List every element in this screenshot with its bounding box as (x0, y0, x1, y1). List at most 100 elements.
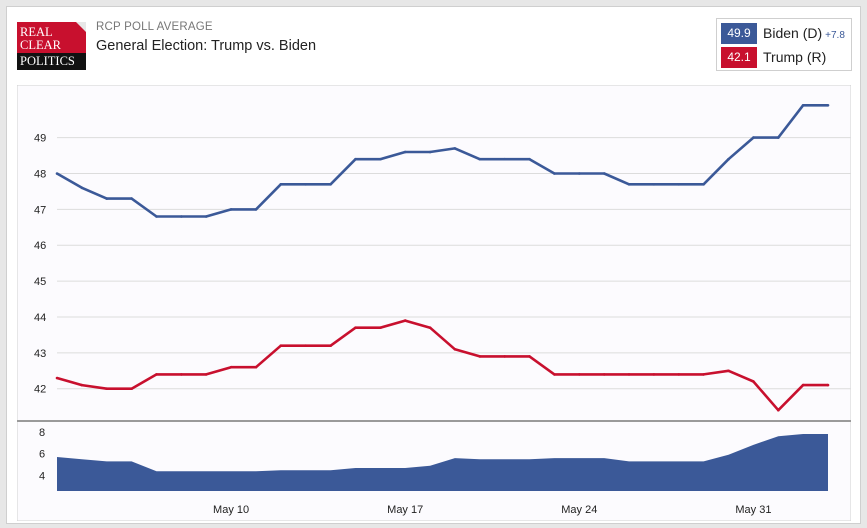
biden-point[interactable] (354, 157, 357, 161)
trump-point[interactable] (379, 326, 382, 329)
trump-point[interactable] (130, 387, 133, 391)
biden-point[interactable] (503, 157, 507, 161)
y-tick-label: 47 (34, 204, 46, 216)
trump-point[interactable] (453, 348, 457, 351)
biden-point[interactable] (403, 150, 407, 154)
biden-point[interactable] (627, 183, 631, 186)
y-tick-label: 46 (34, 240, 46, 252)
biden-line[interactable] (56, 104, 828, 218)
chart-area[interactable]: 42 43 44 45 46 47 48 49 4 6 8 May 10 May 17 May 24 Ma… (16, 84, 852, 522)
y-tick-label: 43 (34, 348, 46, 360)
trump-line[interactable] (56, 319, 828, 412)
x-tick-label: May 17 (387, 504, 423, 516)
spread-y-tick-label: 6 (39, 449, 45, 461)
logo-line-3: POLITICS (17, 53, 86, 70)
trump-point[interactable] (801, 383, 805, 387)
biden-point[interactable] (528, 157, 531, 161)
trump-point[interactable] (528, 355, 531, 358)
biden-point[interactable] (155, 215, 158, 218)
biden-point[interactable] (478, 157, 482, 161)
trump-point[interactable] (578, 373, 581, 376)
y-tick-label: 42 (34, 384, 46, 396)
spread-area[interactable] (57, 434, 828, 491)
trump-point[interactable] (304, 344, 308, 348)
x-tick-label: May 24 (561, 504, 597, 516)
biden-point[interactable] (329, 183, 332, 186)
biden-point[interactable] (777, 136, 780, 139)
trump-point[interactable] (826, 383, 830, 387)
biden-point[interactable] (428, 150, 432, 154)
trump-point[interactable] (180, 373, 183, 376)
trump-point[interactable] (55, 376, 59, 380)
trump-point[interactable] (428, 326, 432, 329)
y-tick-label: 45 (34, 276, 46, 288)
plot-background (16, 84, 852, 522)
trump-point[interactable] (677, 373, 681, 376)
legend: 49.9 Biden (D) +7.8 42.1 Trump (R) (716, 18, 852, 71)
logo-line-2: CLEAR (20, 38, 61, 52)
rcp-logo[interactable]: REAL CLEAR POLITICS (17, 22, 86, 70)
trump-point[interactable] (553, 373, 556, 376)
biden-point[interactable] (727, 157, 730, 161)
trump-point[interactable] (777, 408, 780, 412)
biden-point[interactable] (204, 215, 208, 218)
chart-supertitle: RCP POLL AVERAGE (96, 21, 213, 33)
biden-point[interactable] (105, 197, 108, 200)
legend-biden-spread: +7.8 (825, 30, 845, 41)
biden-point[interactable] (578, 172, 581, 175)
biden-point[interactable] (677, 183, 681, 186)
trump-point[interactable] (403, 319, 407, 322)
x-tick-label: May 10 (213, 504, 249, 516)
trump-point[interactable] (105, 387, 108, 391)
spread-y-tick-label: 8 (39, 427, 45, 439)
trump-point[interactable] (503, 355, 507, 358)
legend-biden-name: Biden (D) (763, 25, 823, 41)
legend-biden-value: 49.9 (721, 23, 757, 44)
y-tick-label: 44 (34, 312, 46, 324)
trump-point[interactable] (727, 369, 730, 373)
trump-point[interactable] (752, 380, 755, 383)
biden-point[interactable] (180, 215, 183, 218)
biden-point[interactable] (652, 183, 656, 186)
biden-point[interactable] (130, 197, 133, 200)
trump-point[interactable] (702, 373, 705, 376)
legend-trump-name: Trump (R) (763, 49, 827, 65)
biden-point[interactable] (453, 147, 457, 150)
trump-point[interactable] (229, 365, 233, 369)
biden-point[interactable] (801, 104, 805, 107)
trump-point[interactable] (155, 373, 158, 376)
trump-point[interactable] (329, 344, 332, 348)
logo-corner-notch (76, 22, 86, 32)
y-tick-label: 49 (34, 133, 46, 145)
trump-point[interactable] (652, 373, 656, 376)
biden-point[interactable] (80, 186, 84, 190)
trump-point[interactable] (627, 373, 631, 376)
biden-point[interactable] (553, 172, 556, 175)
logo-line-1: REAL (20, 25, 53, 39)
biden-point[interactable] (279, 183, 283, 186)
trump-point[interactable] (279, 344, 283, 348)
legend-biden-label: Biden (D) +7.8 (763, 23, 845, 46)
biden-point[interactable] (304, 183, 308, 186)
y-tick-label: 48 (34, 169, 46, 181)
trump-point[interactable] (478, 355, 482, 358)
biden-point[interactable] (752, 136, 755, 139)
biden-point[interactable] (702, 183, 705, 186)
chart-title: General Election: Trump vs. Biden (96, 38, 317, 54)
trump-point[interactable] (204, 373, 208, 376)
biden-point[interactable] (826, 104, 830, 107)
x-tick-label: May 31 (735, 504, 771, 516)
biden-point[interactable] (602, 172, 606, 175)
biden-point[interactable] (379, 157, 382, 161)
spread-y-tick-label: 4 (39, 471, 45, 483)
trump-point[interactable] (354, 326, 357, 329)
trump-point[interactable] (254, 365, 258, 369)
chart-header: REAL CLEAR POLITICS RCP POLL AVERAGE Gen… (0, 0, 867, 85)
biden-point[interactable] (55, 172, 59, 175)
biden-point[interactable] (229, 208, 233, 211)
trump-point[interactable] (602, 373, 606, 376)
trump-point[interactable] (80, 383, 84, 387)
biden-point[interactable] (254, 208, 258, 211)
legend-trump-value: 42.1 (721, 47, 757, 68)
